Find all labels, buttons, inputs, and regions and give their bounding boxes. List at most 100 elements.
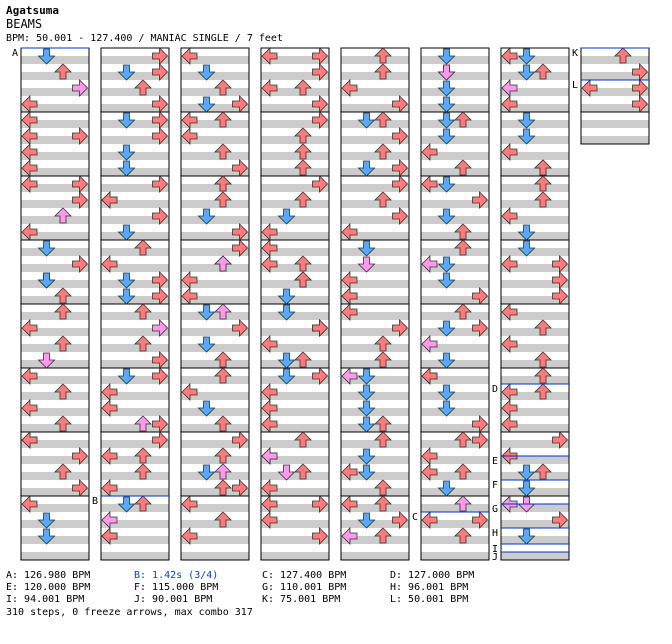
beat-stripe [101,328,169,336]
step-chart: A B C D E F G HIJ K L [12,47,650,563]
beat-stripe [341,392,409,400]
beat-stripe [21,520,89,528]
beat-stripe [341,296,409,304]
beat-stripe [421,168,489,176]
beat-stripe [501,184,569,192]
beat-stripe [101,456,169,464]
bpm-change-c: C: 127.400 BPM [262,570,347,581]
chart-column [580,47,650,145]
beat-stripe [341,328,409,336]
beat-stripe [501,472,569,480]
column-border [100,47,170,561]
beat-stripe [101,280,169,288]
beat-stripe [501,296,569,304]
beat-stripe [21,72,89,80]
beat-stripe [501,88,569,96]
beat-stripe [421,424,489,432]
beat-stripe [21,472,89,480]
beat-stripe [101,88,169,96]
bpm-legend: A: 126.980 BPM B: 1.42s (3/4) C: 127.400 B… [6,570,626,619]
beat-stripe [181,504,249,512]
beat-stripe [421,376,489,384]
beat-stripe [421,536,489,544]
beat-stripe [261,232,329,240]
beat-stripe [261,424,329,432]
bpm-marker-label: J [492,552,498,563]
beat-stripe [261,104,329,112]
beat-stripe [181,120,249,128]
beat-stripe [341,280,409,288]
beat-stripe [341,312,409,320]
beat-stripe [181,328,249,336]
beat-stripe [421,120,489,128]
beat-stripe [261,360,329,368]
beat-stripe [181,392,249,400]
column-border [500,47,570,561]
beat-stripe [261,392,329,400]
beat-stripe [421,136,489,144]
beat-stripe [181,344,249,352]
beat-stripe [181,424,249,432]
bpm-change-g: G: 110.001 BPM [262,582,347,593]
beat-stripe [501,168,569,176]
bpm-marker-label: K [572,48,578,59]
bpm-marker-label: F [492,480,498,491]
beat-stripe [181,536,249,544]
column-border [260,47,330,561]
beat-stripe [501,152,569,160]
bpm-legend-row: A: 126.980 BPM B: 1.42s (3/4) C: 127.400 B… [6,570,626,582]
bpm-marker-label: L [572,80,578,91]
beat-stripe [101,152,169,160]
beat-stripe [501,264,569,272]
beat-stripe [501,56,569,64]
beat-stripe [421,504,489,512]
beat-stripe [21,456,89,464]
beat-stripe [341,232,409,240]
beat-stripe [101,552,169,560]
beat-stripe [21,440,89,448]
beat-stripe [101,344,169,352]
bpm-marker-label: H [492,528,498,539]
beat-stripe [101,168,169,176]
beat-stripe [21,536,89,544]
beat-stripe [21,168,89,176]
beat-stripe [341,104,409,112]
beat-stripe [261,552,329,560]
beat-stripe [261,312,329,320]
column-border [180,47,250,561]
beat-stripe [101,200,169,208]
beat-stripe [501,408,569,416]
beat-stripe [181,200,249,208]
beat-stripe [581,56,649,64]
beat-stripe [261,168,329,176]
beat-stripe [501,424,569,432]
beat-stripe [181,216,249,224]
beat-stripe [21,56,89,64]
beat-stripe [261,248,329,256]
beat-stripe [261,88,329,96]
chart-meta: BPM: 50.001 - 127.400 / MANIAC SINGLE / … [6,33,283,44]
beat-stripe [181,552,249,560]
beat-stripe [261,488,329,496]
beat-stripe [421,56,489,64]
beat-stripe [21,232,89,240]
beat-stripe [341,472,409,480]
beat-stripe [21,376,89,384]
beat-stripe [101,120,169,128]
beat-stripe [421,328,489,336]
beat-stripe [581,120,649,128]
beat-stripe [421,104,489,112]
beat-stripe [21,328,89,336]
bpm-marker-label: B [92,496,98,507]
beat-stripe [341,88,409,96]
bpm-marker-label: C [412,512,418,523]
beat-stripe [21,296,89,304]
beat-stripe [21,120,89,128]
beat-stripe [341,408,409,416]
bpm-marker-label: I [492,544,498,555]
beat-stripe [261,440,329,448]
bpm-marker-label: D [492,384,498,395]
beat-stripe [501,120,569,128]
beat-stripe [421,280,489,288]
beat-stripe [501,312,569,320]
